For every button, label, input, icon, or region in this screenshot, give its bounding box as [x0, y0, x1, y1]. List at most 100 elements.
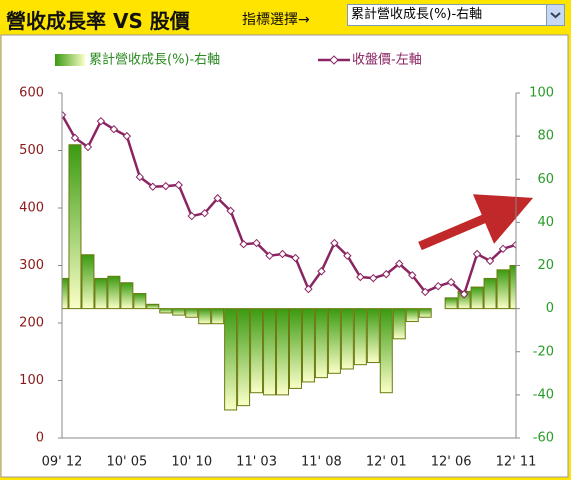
- bar: [211, 308, 225, 325]
- line-point: [265, 251, 274, 260]
- bar: [250, 308, 264, 394]
- line-point: [395, 259, 404, 268]
- trend-arrow: [418, 194, 534, 251]
- line-point: [498, 244, 508, 254]
- line-point: [369, 273, 378, 283]
- bar: [496, 269, 510, 310]
- bar: [483, 277, 497, 310]
- y-tick-label: 600: [19, 86, 44, 101]
- bar: [418, 308, 432, 318]
- bar: [120, 282, 134, 310]
- bar: [444, 297, 458, 310]
- bar: [301, 308, 315, 383]
- x-tick-label: 11' 08: [301, 455, 342, 470]
- y2-tick-label: 0: [546, 301, 554, 316]
- line-point: [433, 281, 443, 291]
- line-point: [356, 272, 365, 282]
- bar: [470, 286, 484, 310]
- x-tick-label: 09' 12: [42, 455, 83, 470]
- bar: [366, 308, 380, 364]
- bar: [198, 308, 212, 325]
- bar: [263, 308, 277, 396]
- line-point: [174, 180, 183, 190]
- y-tick-label: 500: [19, 143, 44, 158]
- bar: [94, 277, 108, 310]
- bar: [185, 308, 199, 318]
- y2-tick-label: -60: [533, 431, 554, 446]
- dropdown-button[interactable]: [546, 5, 564, 25]
- y-tick-label: 400: [19, 201, 44, 216]
- y2-tick-label: -20: [533, 344, 554, 359]
- line-point: [408, 271, 417, 280]
- bar: [340, 308, 354, 370]
- line-point: [252, 238, 261, 248]
- line-point: [278, 249, 287, 259]
- line-point: [161, 181, 170, 191]
- line-point: [187, 211, 196, 221]
- line-point: [239, 240, 248, 249]
- bar: [405, 308, 419, 323]
- y2-tick-label: 100: [529, 86, 554, 101]
- line-point: [330, 238, 339, 248]
- line-point: [459, 290, 469, 299]
- bar: [172, 308, 186, 316]
- bar: [392, 308, 406, 340]
- bar: [288, 308, 302, 389]
- chart: 0 100 200 300 400 500 600 -60 -40 -20 0 20 40 60 80 100…: [0, 34, 569, 478]
- legend-swatch: [55, 54, 85, 66]
- line-point: [317, 267, 326, 276]
- line-point: [485, 256, 495, 266]
- legend-label: 累計營收成長(%)-右軸: [89, 52, 220, 68]
- y2-tick-label: 80: [537, 129, 554, 144]
- line-point: [420, 287, 430, 297]
- line-point: [382, 269, 391, 279]
- x-tick-label: 12' 06: [431, 455, 472, 470]
- line-point: [343, 251, 352, 260]
- line-point: [83, 142, 93, 152]
- y-tick-label: 300: [19, 258, 44, 273]
- line-point: [148, 182, 158, 191]
- bar: [107, 275, 121, 310]
- x-tick-label: 12' 01: [366, 455, 407, 470]
- indicator-select[interactable]: 累計營收成長(%)-右軸: [347, 4, 565, 26]
- bar: [327, 308, 341, 374]
- line-point: [122, 131, 132, 141]
- line-point: [62, 110, 67, 120]
- x-tick-label: 10' 10: [171, 455, 212, 470]
- dropdown-icon: [550, 12, 561, 19]
- line-point: [135, 172, 145, 182]
- bar: [314, 308, 328, 379]
- line-point: [96, 116, 106, 126]
- bar: [146, 303, 160, 310]
- y-tick-label: 0: [36, 431, 44, 446]
- legend-label: 收盤價-左軸: [352, 53, 422, 68]
- legend-marker: [329, 55, 339, 65]
- title: 營收成長率 VS 股價: [6, 9, 190, 33]
- line-point: [291, 253, 300, 263]
- y-tick-label: 200: [19, 316, 44, 331]
- bar: [237, 308, 251, 407]
- x-tick-label: 11' 03: [236, 455, 277, 470]
- line-point: [213, 194, 222, 203]
- line-point: [200, 208, 209, 218]
- line-point: [226, 206, 235, 216]
- bar: [379, 308, 393, 394]
- line-point: [446, 277, 456, 287]
- x-tick-label: 10' 05: [106, 455, 147, 470]
- selected-option[interactable]: 累計營收成長(%)-右軸: [351, 7, 483, 22]
- y2-tick-label: 40: [537, 215, 554, 230]
- y2-tick-label: 20: [537, 258, 554, 273]
- y2-tick-label: -40: [533, 387, 554, 402]
- line-point: [304, 284, 313, 294]
- bar: [159, 308, 173, 314]
- selector-label: 指標選擇→: [242, 12, 310, 28]
- bar: [276, 308, 290, 396]
- y2-tick-label: 60: [537, 172, 554, 187]
- bar: [68, 144, 82, 310]
- header: 營收成長率 VS 股價 指標選擇→ 累計營收成長(%)-右軸: [0, 0, 571, 34]
- bar: [353, 308, 367, 366]
- bar: [62, 277, 69, 310]
- line-point: [472, 249, 482, 259]
- line-point: [109, 125, 119, 134]
